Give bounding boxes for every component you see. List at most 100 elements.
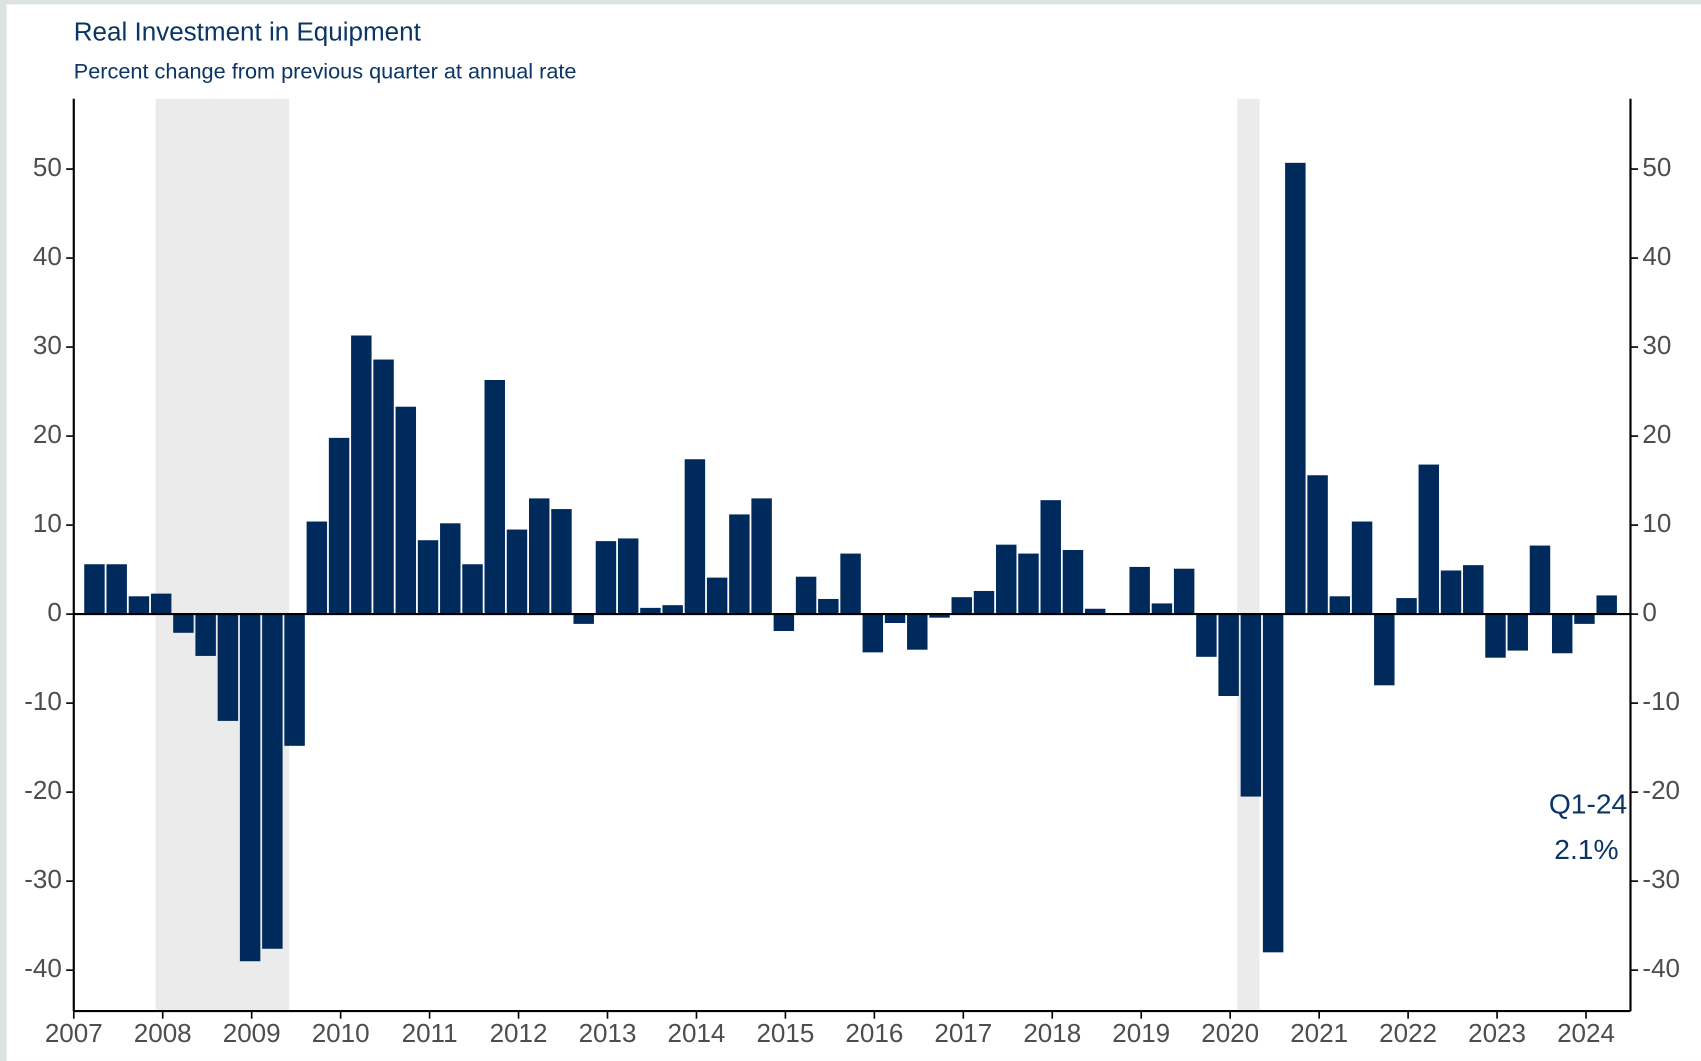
- y2-tick-label: -20: [1642, 775, 1680, 805]
- bar: [996, 544, 1017, 615]
- bar: [907, 614, 928, 650]
- bar: [1307, 475, 1328, 615]
- bar: [662, 605, 683, 615]
- bar: [1463, 565, 1484, 615]
- bar: [1418, 464, 1440, 615]
- bar: [1129, 566, 1150, 615]
- y-tick-label: 40: [33, 241, 62, 271]
- y2-tick-label: -10: [1642, 686, 1680, 716]
- y-tick-label: -40: [24, 953, 62, 983]
- bar: [884, 614, 906, 623]
- bar: [729, 514, 750, 615]
- bar: [417, 540, 439, 615]
- y2-tick-label: 40: [1642, 241, 1671, 271]
- bar: [1062, 550, 1084, 615]
- y2-tick-label: 30: [1642, 330, 1671, 360]
- x-tick-label: 2023: [1468, 1018, 1526, 1048]
- bar: [1240, 614, 1262, 797]
- bar: [1396, 598, 1417, 615]
- chart-subtitle: Percent change from previous quarter at …: [74, 58, 577, 83]
- bar: [484, 380, 505, 615]
- y-tick-label: 30: [33, 330, 62, 360]
- bar: [395, 406, 417, 615]
- bar: [440, 523, 461, 615]
- bar: [929, 614, 950, 618]
- x-tick-label: 2020: [1201, 1018, 1259, 1048]
- bar: [1596, 595, 1617, 615]
- y2-tick-label: 50: [1642, 152, 1671, 182]
- x-tick-label: 2024: [1557, 1018, 1615, 1048]
- bar: [462, 564, 483, 615]
- bar: [173, 614, 194, 633]
- bar: [1151, 603, 1173, 615]
- y-tick-label: 20: [33, 419, 62, 449]
- y-tick-label: 0: [47, 597, 61, 627]
- x-tick-label: 2007: [45, 1018, 103, 1048]
- bar: [684, 459, 706, 615]
- bar: [1196, 614, 1217, 657]
- bar: [617, 538, 639, 615]
- bar: [328, 437, 350, 615]
- bar: [795, 576, 817, 615]
- bar: [351, 335, 372, 615]
- bar: [128, 596, 150, 615]
- bar: [818, 598, 839, 615]
- bar: [1285, 162, 1306, 615]
- bar: [840, 553, 861, 615]
- x-tick-label: 2017: [934, 1018, 992, 1048]
- bar: [862, 614, 884, 653]
- bar: [1507, 614, 1528, 651]
- bar: [706, 577, 728, 615]
- bar: [373, 359, 394, 615]
- bar: [506, 529, 528, 615]
- chart-title: Real Investment in Equipment: [74, 17, 422, 47]
- bar: [150, 593, 172, 615]
- bar: [1551, 614, 1573, 654]
- bar: [1084, 608, 1106, 615]
- x-tick-label: 2012: [490, 1018, 548, 1048]
- bar: [1262, 614, 1284, 953]
- bar: [1018, 553, 1039, 615]
- y2-tick-label: 10: [1642, 508, 1671, 538]
- bar: [528, 498, 550, 615]
- bar: [284, 614, 305, 746]
- bar: [195, 614, 216, 656]
- bar: [1173, 568, 1195, 615]
- bar: [1040, 500, 1061, 615]
- annotation: 2.1%: [1554, 833, 1618, 865]
- bar: [1529, 545, 1551, 615]
- bar: [1351, 521, 1373, 615]
- bar: [1574, 614, 1595, 624]
- y-tick-label: 10: [33, 508, 62, 538]
- x-tick-label: 2015: [756, 1018, 814, 1048]
- y2-tick-label: 0: [1642, 597, 1656, 627]
- x-tick-label: 2013: [579, 1018, 637, 1048]
- bar: [1329, 596, 1351, 615]
- bar: [551, 509, 572, 615]
- bar: [1218, 614, 1239, 696]
- y2-tick-label: -40: [1642, 953, 1680, 983]
- bar: [217, 614, 239, 721]
- y2-tick-label: -30: [1642, 864, 1680, 894]
- bar: [951, 597, 972, 615]
- bar: [640, 607, 661, 615]
- y-tick-label: 50: [33, 152, 62, 182]
- bar: [573, 614, 594, 624]
- x-tick-label: 2010: [312, 1018, 370, 1048]
- bar: [973, 590, 995, 615]
- recession-shade: [1237, 98, 1260, 1012]
- bar: [773, 614, 795, 632]
- y-tick-label: -20: [24, 775, 62, 805]
- x-tick-label: 2021: [1290, 1018, 1348, 1048]
- bar: [106, 564, 127, 615]
- x-tick-label: 2019: [1112, 1018, 1170, 1048]
- bar: [1374, 614, 1395, 686]
- annotation: Q1-24: [1549, 787, 1627, 819]
- x-tick-label: 2011: [402, 1018, 458, 1048]
- x-tick-label: 2014: [668, 1018, 726, 1048]
- bar: [751, 498, 772, 615]
- y2-tick-label: 20: [1642, 419, 1671, 449]
- bar: [306, 521, 328, 615]
